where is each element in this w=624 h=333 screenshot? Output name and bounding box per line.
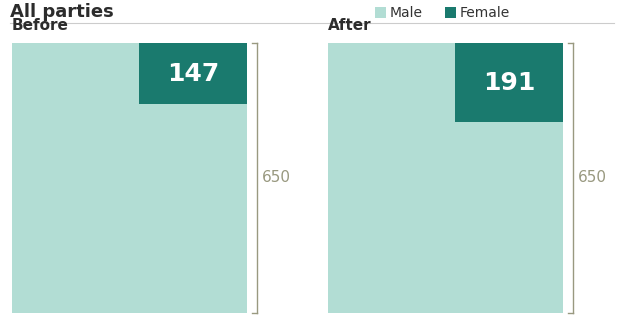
Text: All parties: All parties (10, 3, 114, 21)
Text: 650: 650 (262, 170, 291, 185)
Text: Female: Female (460, 6, 510, 20)
FancyBboxPatch shape (139, 43, 247, 104)
Text: 191: 191 (483, 71, 535, 95)
Text: 650: 650 (578, 170, 607, 185)
FancyBboxPatch shape (375, 7, 386, 18)
FancyBboxPatch shape (328, 43, 563, 313)
Text: 147: 147 (167, 62, 219, 86)
FancyBboxPatch shape (455, 43, 563, 122)
Text: Male: Male (390, 6, 423, 20)
FancyBboxPatch shape (445, 7, 456, 18)
Text: After: After (328, 18, 372, 33)
FancyBboxPatch shape (12, 43, 247, 313)
Text: Before: Before (12, 18, 69, 33)
